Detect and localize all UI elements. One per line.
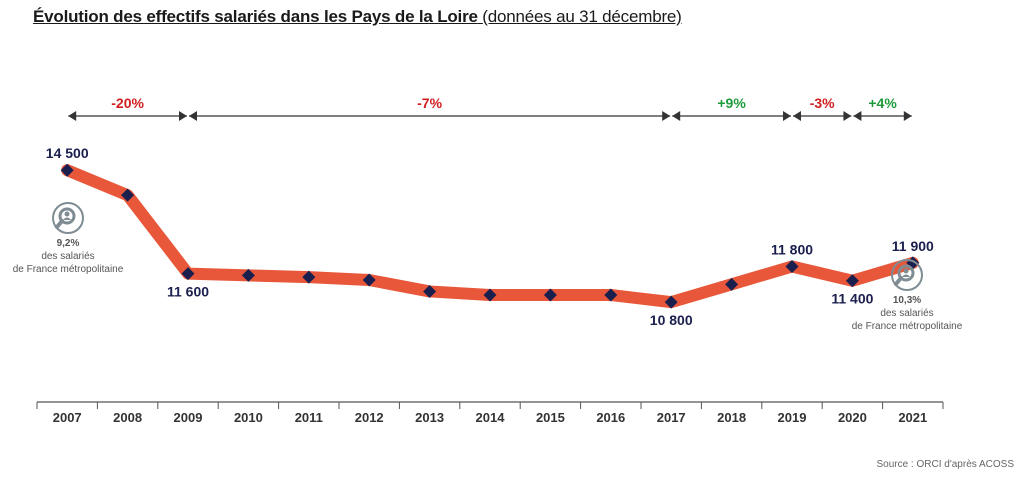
- period-arrow-head-right: [783, 111, 791, 121]
- period-arrow-head-left: [68, 111, 77, 121]
- period-change-label: -20%: [111, 95, 144, 111]
- data-label: 11 400: [831, 291, 873, 307]
- data-point-marker: [483, 288, 497, 302]
- data-point-marker: [241, 268, 255, 282]
- period-change-label: +4%: [868, 95, 897, 111]
- data-point-marker: [725, 277, 739, 291]
- magnifier-person-icon: [52, 202, 84, 234]
- data-label: 11 900: [892, 238, 934, 254]
- series-line: [61, 164, 919, 309]
- data-point-marker: [362, 273, 376, 287]
- x-tick-label: 2020: [838, 410, 867, 425]
- period-arrow-head-right: [662, 111, 671, 121]
- annotation-line-1: des salariés: [41, 251, 94, 262]
- annotation-share-value: 10,3%: [893, 295, 921, 306]
- x-tick-label: 2009: [174, 410, 203, 425]
- x-tick-label: 2007: [53, 410, 82, 425]
- annotation-line-2: de France métropolitaine: [13, 264, 124, 275]
- title-sub: (données au 31 décembre): [482, 7, 682, 26]
- data-point-marker: [785, 259, 799, 273]
- annotation-line-1: des salariés: [880, 308, 933, 319]
- x-tick-label: 2015: [536, 410, 565, 425]
- period-change-label: -3%: [810, 95, 835, 111]
- data-point-marker: [543, 288, 557, 302]
- data-point-marker: [121, 188, 135, 202]
- x-tick-label: 2018: [717, 410, 746, 425]
- data-point-marker: [845, 274, 859, 288]
- magnifier-person-icon: [891, 259, 923, 291]
- period-arrow-head-left: [189, 111, 197, 121]
- data-point-marker: [181, 267, 195, 281]
- x-tick-label: 2017: [657, 410, 686, 425]
- x-tick-label: 2010: [234, 410, 263, 425]
- x-tick-label: 2013: [415, 410, 444, 425]
- data-label: 11 800: [771, 241, 813, 257]
- chart-title: Évolution des effectifs salariés dans le…: [33, 7, 682, 27]
- data-point-marker: [604, 288, 618, 302]
- annotation-share-value: 9,2%: [57, 238, 80, 249]
- data-point-marker: [302, 270, 316, 284]
- data-point-marker: [664, 295, 678, 309]
- period-change-label: +9%: [717, 95, 746, 111]
- period-change-label: -7%: [417, 95, 442, 111]
- annotation-line-2: de France métropolitaine: [852, 321, 963, 332]
- period-arrow-head-right: [179, 111, 187, 121]
- data-point-marker: [60, 163, 74, 177]
- period-arrow-head-right: [903, 111, 912, 121]
- source-note: Source : ORCI d'après ACOSS: [876, 459, 1014, 470]
- x-tick-label: 2011: [295, 410, 323, 425]
- title-main: Évolution des effectifs salariés dans le…: [33, 7, 478, 26]
- x-tick-label: 2008: [113, 410, 142, 425]
- period-arrow-head-left: [793, 111, 801, 121]
- x-tick-label: 2014: [476, 410, 506, 425]
- x-tick-label: 2019: [778, 410, 807, 425]
- x-tick-label: 2016: [596, 410, 625, 425]
- data-label: 14 500: [46, 145, 89, 161]
- x-tick-label: 2021: [898, 410, 927, 425]
- data-label: 10 800: [650, 312, 693, 328]
- period-arrow-head-right: [843, 111, 852, 121]
- period-arrow-head-left: [853, 111, 862, 121]
- x-tick-label: 2012: [355, 410, 384, 425]
- period-arrow-head-left: [672, 111, 681, 121]
- data-label: 11 600: [167, 284, 209, 300]
- data-point-marker: [423, 284, 437, 298]
